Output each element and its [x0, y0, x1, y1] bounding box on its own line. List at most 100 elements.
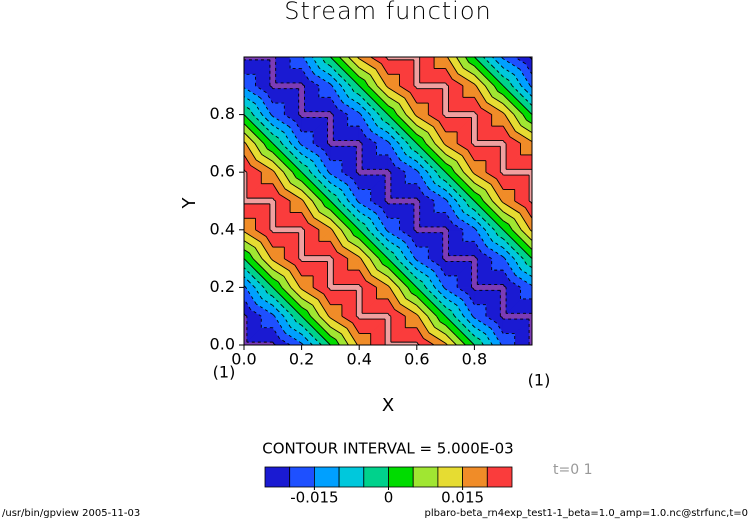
contour-line	[388, 170, 392, 173]
contour-line	[279, 193, 291, 202]
contour-line	[380, 63, 389, 75]
contour-line	[312, 56, 320, 69]
contour-line	[456, 287, 468, 295]
contour-line	[411, 148, 418, 153]
contour-line	[243, 105, 250, 110]
contour-line	[252, 114, 264, 125]
contour-line	[301, 342, 303, 345]
contour-line	[434, 287, 441, 294]
contour-line	[373, 99, 389, 115]
contour-line	[421, 166, 428, 173]
contour-fill	[416, 277, 423, 289]
contour-line	[306, 339, 313, 346]
contour-line	[406, 268, 418, 279]
contour-line	[300, 143, 302, 146]
contour-line	[471, 287, 474, 289]
contour-line	[387, 298, 396, 310]
contour-line	[398, 143, 407, 155]
contour-line	[286, 301, 302, 317]
contour-line	[475, 85, 487, 103]
contour-line	[396, 258, 408, 269]
contour-line	[409, 236, 418, 248]
contour-line	[277, 166, 284, 173]
chart-title: Stream function	[284, 0, 492, 25]
contour-line	[502, 238, 514, 250]
contour-line	[456, 200, 464, 213]
contour-line	[393, 137, 400, 144]
contour-line	[442, 114, 445, 117]
field	[243, 56, 533, 346]
contour-line	[490, 184, 502, 202]
colorbar-box	[289, 466, 315, 488]
y-tick-label: 0.4	[210, 219, 235, 238]
contour-line	[370, 200, 382, 209]
contour-line	[418, 315, 430, 334]
contour-line	[413, 85, 416, 88]
contour-line	[502, 85, 518, 101]
contour-line	[295, 292, 302, 299]
contour-line	[480, 107, 492, 115]
colorbar-tick-label: 0.015	[441, 489, 484, 507]
contour-line	[468, 177, 475, 184]
contour-line	[353, 206, 360, 213]
contour-line	[364, 80, 369, 87]
contour-line	[358, 220, 365, 225]
contour-line	[358, 140, 361, 143]
contour-line	[386, 57, 389, 61]
contour-line	[323, 149, 331, 161]
contour-line	[405, 298, 418, 306]
contour-line	[513, 74, 522, 87]
contour-line	[421, 310, 428, 317]
contour-line	[409, 92, 418, 104]
colorbar-box	[462, 466, 488, 488]
contour-line	[358, 112, 361, 115]
contour-line	[414, 114, 417, 116]
contour-line	[457, 73, 475, 85]
colorbar-box	[486, 466, 513, 488]
contour-line	[302, 228, 305, 231]
contour-line	[324, 62, 331, 67]
contour-line	[284, 258, 296, 266]
contour-line	[474, 218, 481, 225]
contour-line	[483, 75, 495, 87]
contour-line	[339, 219, 351, 231]
contour-line	[387, 87, 405, 99]
contour-line	[364, 252, 371, 259]
contour-line	[382, 263, 389, 268]
contour-line	[301, 315, 317, 331]
contour-line	[497, 62, 504, 69]
contour-line	[386, 230, 389, 232]
contour-line	[272, 170, 275, 172]
contour-line	[330, 241, 338, 253]
contour-line	[474, 191, 481, 196]
contour-line	[330, 335, 337, 340]
contour-line	[272, 296, 284, 307]
contour-line	[428, 332, 446, 344]
contour-line	[425, 143, 437, 154]
contour-line	[485, 333, 493, 346]
contour-line	[330, 228, 333, 231]
contour-line	[452, 222, 464, 231]
contour-line	[328, 315, 330, 318]
contour-line	[423, 193, 435, 202]
contour-line	[244, 286, 247, 288]
contour-line	[492, 66, 504, 78]
contour-line	[382, 119, 389, 124]
contour-line	[358, 85, 374, 101]
contour-line	[474, 335, 481, 340]
contour-line	[272, 152, 284, 163]
contour-line	[463, 315, 470, 322]
contour-line	[454, 315, 465, 327]
contour-line	[508, 108, 515, 115]
contour-line	[486, 102, 504, 114]
contour-line	[369, 74, 378, 87]
contour-line	[348, 210, 360, 222]
contour-line	[283, 171, 291, 184]
contour-line	[301, 162, 308, 168]
contour-line	[473, 172, 475, 175]
contour-line	[286, 157, 302, 173]
contour-line	[273, 199, 276, 202]
contour-line	[508, 224, 513, 231]
contour-line	[427, 132, 436, 144]
